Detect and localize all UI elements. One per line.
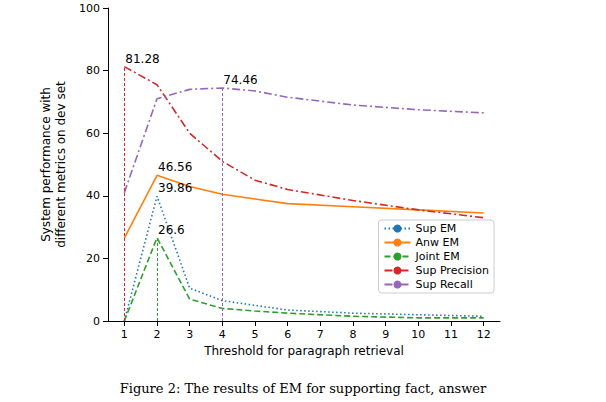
svg-text:81.28: 81.28 (125, 52, 159, 66)
svg-text:74.46: 74.46 (223, 73, 257, 87)
svg-text:2: 2 (154, 328, 161, 341)
svg-text:7: 7 (317, 328, 324, 341)
svg-text:39.86: 39.86 (158, 181, 192, 195)
svg-text:26.6: 26.6 (158, 223, 185, 237)
svg-text:10: 10 (411, 328, 425, 341)
svg-text:Sup Precision: Sup Precision (415, 264, 489, 277)
svg-text:0: 0 (93, 315, 100, 328)
svg-text:Sup EM: Sup EM (415, 222, 456, 235)
svg-text:3: 3 (186, 328, 193, 341)
svg-text:100: 100 (79, 2, 100, 15)
svg-text:9: 9 (382, 328, 389, 341)
svg-text:System performance with: System performance with (39, 87, 53, 242)
svg-text:Sup Recall: Sup Recall (415, 278, 472, 291)
svg-text:11: 11 (444, 328, 458, 341)
svg-text:Anw EM: Anw EM (415, 236, 458, 249)
svg-text:20: 20 (86, 252, 100, 265)
svg-text:1: 1 (121, 328, 128, 341)
svg-text:4: 4 (219, 328, 226, 341)
svg-text:40: 40 (86, 189, 100, 202)
svg-text:Threshold for paragraph retrie: Threshold for paragraph retrieval (203, 344, 404, 358)
svg-text:46.56: 46.56 (158, 160, 192, 174)
svg-text:60: 60 (86, 127, 100, 140)
svg-text:Figure 2: The results of EM fo: Figure 2: The results of EM for supporti… (120, 381, 487, 396)
svg-text:80: 80 (86, 64, 100, 77)
svg-text:8: 8 (350, 328, 357, 341)
svg-text:12: 12 (477, 328, 491, 341)
svg-text:5: 5 (252, 328, 259, 341)
svg-text:Joint EM: Joint EM (414, 250, 459, 263)
svg-text:different metrics on dev set: different metrics on dev set (54, 81, 68, 248)
svg-text:6: 6 (284, 328, 291, 341)
